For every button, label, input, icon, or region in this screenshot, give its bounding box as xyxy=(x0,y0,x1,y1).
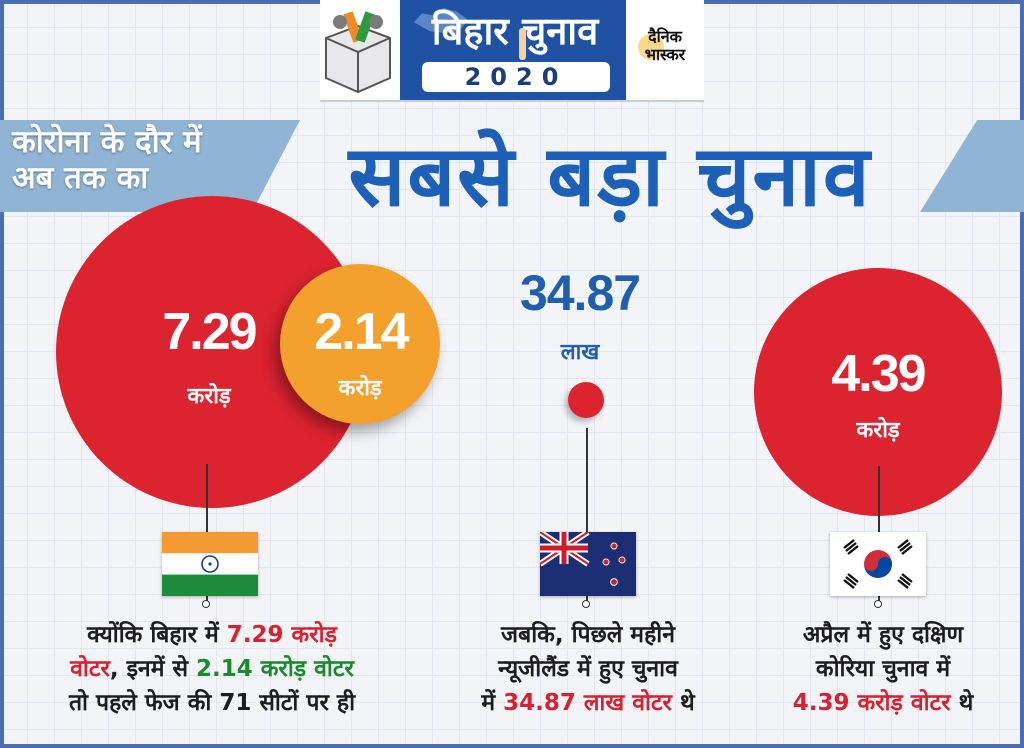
new-zealand-flag-icon xyxy=(540,532,636,596)
india-pointer-dot xyxy=(202,600,210,608)
decorative-banner xyxy=(920,120,1024,212)
caption-text: , इनमें से xyxy=(109,656,197,682)
caption-text: न्यूजीलैंड में हुए चुनाव xyxy=(498,656,678,682)
subtitle: कोरोना के दौर में अब तक का xyxy=(12,124,202,196)
caption-text: तो पहले फेज की 71 सीटों पर ही xyxy=(68,690,356,716)
logo-title: बिहार चुनाव xyxy=(431,9,599,53)
india-total-unit: करोड़ xyxy=(187,384,231,409)
caption-highlight: 7.29 करोड़ xyxy=(226,622,337,648)
caption-text: कोरिया चुनाव में xyxy=(815,656,951,682)
new-zealand-value: 34.87 xyxy=(519,265,641,321)
caption-text: में xyxy=(481,690,504,716)
caption-text: क्योंकि बिहार में xyxy=(87,622,227,648)
south-korea-flag-icon xyxy=(830,532,926,596)
south-korea-value: 4.39 xyxy=(831,345,926,403)
caption-text: जबकि, पिछले महीने xyxy=(501,622,675,648)
caption-text: अप्रैल में हुए दक्षिण xyxy=(802,622,964,648)
caption-highlight: 34.87 लाख वोटर xyxy=(503,690,672,716)
logo-year: 2020 xyxy=(422,62,610,92)
india-caption: क्योंकि बिहार में 7.29 करोड़ वोटर, इनमें… xyxy=(20,618,404,720)
caption-highlight: 2.14 करोड़ वोटर xyxy=(196,656,354,682)
bihar-phase1-voters-circle xyxy=(280,264,440,424)
ballot-box-icon xyxy=(325,11,391,94)
brand-sun-icon xyxy=(638,34,664,60)
bihar-phase1-value: 2.14 xyxy=(314,303,409,361)
voting-finger-icon xyxy=(519,28,526,60)
south-korea-unit: करोड़ xyxy=(856,418,900,443)
new-zealand-pointer-dot xyxy=(582,600,590,608)
bihar-phase1-unit: करोड़ xyxy=(338,376,382,401)
new-zealand-unit: लाख xyxy=(560,340,600,365)
new-zealand-caption: जबकि, पिछले महीने न्यूजीलैंड में हुए चुन… xyxy=(438,618,738,720)
caption-highlight: वोटर xyxy=(70,656,110,682)
brand-logo: दैनिक भास्कर xyxy=(644,27,686,64)
india-total-value: 7.29 xyxy=(162,303,257,361)
page-title: सबसे बड़ा चुनाव xyxy=(348,127,872,225)
new-zealand-pointer-line xyxy=(586,428,588,604)
india-flag-icon xyxy=(162,532,258,596)
caption-highlight: 4.39 करोड़ वोटर xyxy=(792,690,951,716)
south-korea-caption: अप्रैल में हुए दक्षिण कोरिया चुनाव में 4… xyxy=(748,618,1018,720)
new-zealand-voters-circle xyxy=(568,382,604,418)
caption-text: थे xyxy=(950,690,974,716)
header-banner: बिहार चुनाव 2020 दैनिक भास्कर xyxy=(320,0,704,102)
caption-text: थे xyxy=(671,690,695,716)
subtitle-banner xyxy=(0,120,300,212)
south-korea-pointer-dot xyxy=(874,600,882,608)
